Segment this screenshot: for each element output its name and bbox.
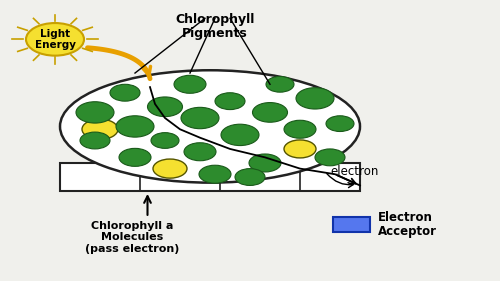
Circle shape — [296, 88, 334, 109]
Circle shape — [326, 116, 354, 132]
Circle shape — [266, 76, 294, 92]
Circle shape — [249, 154, 281, 172]
Circle shape — [76, 102, 114, 123]
Text: Chlorophyll a
Molecules
(pass electron): Chlorophyll a Molecules (pass electron) — [86, 221, 180, 254]
Circle shape — [110, 84, 140, 101]
Circle shape — [184, 143, 216, 161]
Circle shape — [174, 75, 206, 93]
Circle shape — [119, 148, 151, 166]
Circle shape — [199, 165, 231, 183]
Circle shape — [221, 124, 259, 146]
Circle shape — [235, 169, 265, 185]
Bar — [332, 217, 370, 232]
Text: Electron
Acceptor: Electron Acceptor — [378, 211, 436, 238]
Circle shape — [215, 93, 245, 110]
Circle shape — [26, 23, 84, 56]
Circle shape — [284, 140, 316, 158]
FancyBboxPatch shape — [60, 163, 360, 191]
Circle shape — [116, 116, 154, 137]
Text: Light
Energy: Light Energy — [34, 29, 76, 50]
Ellipse shape — [60, 70, 360, 183]
Circle shape — [315, 149, 345, 166]
Text: Chlorophyll
Pigments: Chlorophyll Pigments — [176, 13, 254, 40]
Circle shape — [80, 132, 110, 149]
Circle shape — [252, 103, 288, 122]
Circle shape — [82, 119, 118, 139]
Circle shape — [151, 133, 179, 148]
Circle shape — [181, 107, 219, 129]
Circle shape — [153, 159, 187, 178]
Circle shape — [148, 97, 182, 117]
Circle shape — [284, 120, 316, 138]
Text: electron: electron — [330, 165, 378, 178]
